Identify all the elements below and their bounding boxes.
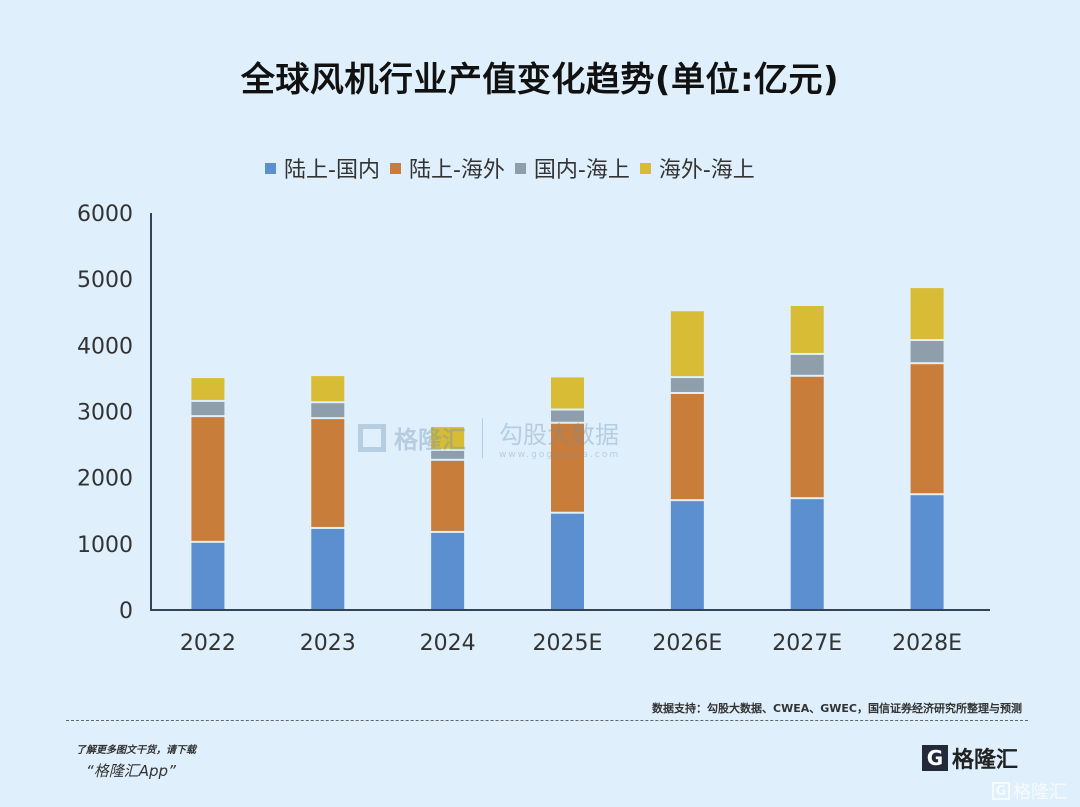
- bar-segment: [670, 378, 704, 392]
- legend-item: 陆上-海外: [389, 152, 505, 184]
- chart-plot: 0 1000 2000 3000 4000 5000 6000 2022 2023 2024 20…: [77, 202, 990, 656]
- bar-segment: [790, 376, 824, 498]
- bar-segment: [670, 311, 704, 377]
- logo-text: 格隆汇: [952, 748, 1019, 773]
- x-tick-label: 2028E: [892, 631, 962, 656]
- brand-logo: G 格隆汇: [922, 742, 1018, 774]
- bar-segment: [551, 423, 584, 512]
- legend-item: 海外-海上: [639, 152, 755, 184]
- legend-swatch: [639, 162, 651, 174]
- bar-segment: [670, 393, 704, 500]
- y-tick-label: 6000: [77, 202, 133, 227]
- y-tick-label: 3000: [77, 401, 133, 426]
- legend-label: 陆上-海外: [408, 158, 505, 183]
- x-tick-label: 2027E: [772, 631, 842, 656]
- x-tick-label: 2024: [420, 631, 476, 656]
- bar-segment: [311, 419, 345, 527]
- bar-segment: [431, 427, 465, 449]
- source-note: 数据支持：勾股大数据、CWEA、GWEC，国信证券经济研究所整理与预测: [652, 702, 1022, 715]
- x-tick-label: 2025E: [533, 631, 603, 656]
- legend-swatch: [265, 162, 276, 174]
- bar-segment: [431, 532, 465, 609]
- bar-segment: [670, 501, 704, 609]
- y-tick-label: 1000: [77, 533, 133, 558]
- bar-segment: [551, 410, 584, 422]
- bar-segment: [191, 378, 225, 400]
- bar-segment: [790, 499, 824, 609]
- legend-item: 国内-海上: [514, 152, 630, 184]
- bar-segment: [790, 305, 824, 353]
- legend-label: 陆上-国内: [284, 158, 380, 183]
- corner-logo-icon: G: [992, 782, 1010, 800]
- bar-segment: [910, 364, 944, 494]
- legend-item: 陆上-国内: [265, 152, 380, 184]
- divider: [66, 720, 1028, 721]
- legend-label: 海外-海上: [658, 158, 755, 183]
- bar-segment: [191, 542, 225, 609]
- bar-segment: [311, 376, 345, 402]
- y-tick-label: 4000: [77, 334, 133, 359]
- promo-text: 了解更多图文干货，请下载: [76, 745, 196, 756]
- bar-segment: [910, 288, 944, 340]
- corner-logo: G 格隆汇: [992, 778, 1067, 804]
- logo-icon: G: [922, 745, 948, 771]
- y-tick-label: 2000: [77, 467, 133, 492]
- y-tick-label: 5000: [77, 268, 133, 293]
- chart-title: 全球风机行业产值变化趋势(单位:亿元): [240, 60, 840, 100]
- bar-segment: [790, 354, 824, 375]
- legend-swatch: [514, 162, 526, 174]
- legend-swatch: [389, 162, 401, 174]
- bar-segment: [431, 460, 465, 531]
- corner-logo-text: 格隆汇: [1013, 782, 1067, 803]
- x-tick-label: 2026E: [652, 631, 722, 656]
- bar-segment: [551, 377, 584, 409]
- bar-segment: [551, 513, 584, 609]
- promo-app-name: “格隆汇App”: [86, 762, 176, 780]
- bar-segment: [311, 528, 345, 609]
- x-tick-label: 2022: [180, 631, 236, 656]
- y-tick-label: 0: [119, 599, 133, 624]
- bar-segment: [910, 341, 944, 363]
- bar-segment: [191, 417, 225, 541]
- bar-segment: [311, 403, 345, 418]
- bar-segment: [191, 401, 225, 416]
- legend-label: 国内-海上: [533, 158, 630, 183]
- legend: 陆上-国内 陆上-海外 国内-海上 海外-海上: [265, 152, 765, 184]
- x-tick-label: 2023: [300, 631, 356, 656]
- bar-segment: [431, 450, 465, 459]
- bar-segment: [910, 495, 944, 609]
